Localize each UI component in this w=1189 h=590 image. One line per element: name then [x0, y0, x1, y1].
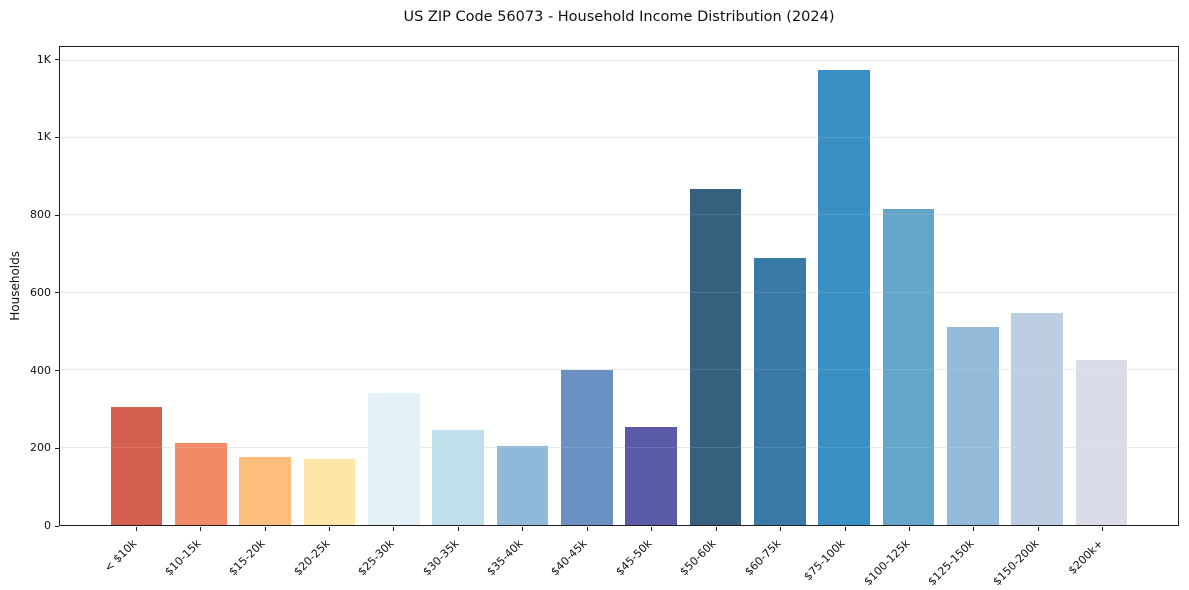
x-tick-label: $35-40k — [484, 537, 526, 579]
gridline-y-400 — [60, 369, 1178, 371]
gridline-overlay-y-600 — [60, 291, 1178, 293]
x-tick-label: < $10k — [101, 537, 139, 575]
x-tick — [393, 527, 395, 531]
gridline-overlay-y-1000 — [60, 136, 1178, 138]
x-tick — [1037, 527, 1039, 531]
x-tick — [586, 527, 588, 531]
gridline-y-800 — [60, 214, 1178, 216]
y-tick — [55, 214, 59, 216]
bar-10k — [110, 406, 163, 525]
y-tick — [55, 59, 59, 61]
bar-150-200k — [1011, 312, 1063, 525]
x-tick — [715, 527, 717, 531]
y-tick — [55, 525, 59, 527]
y-tick — [55, 447, 59, 449]
gridline-overlay-y-400 — [60, 369, 1178, 371]
bar-20-25k — [303, 458, 356, 525]
x-tick-label: $75-100k — [801, 537, 848, 584]
y-tick-label: 800 — [30, 208, 51, 222]
y-tick-label: 200 — [30, 441, 51, 455]
gridline-y-1000 — [60, 136, 1178, 138]
x-tick-label: $100-125k — [861, 537, 913, 589]
chart-title: US ZIP Code 56073 - Household Income Dis… — [403, 9, 835, 25]
bar-45-50k — [625, 426, 677, 525]
gridline-y-200 — [60, 446, 1178, 448]
x-tick-label: $50-60k — [677, 537, 719, 579]
x-tick-label: $45-50k — [613, 537, 655, 579]
bar-25-30k — [368, 392, 420, 525]
y-tick — [55, 136, 59, 138]
x-tick — [329, 527, 330, 531]
bar-100-125k — [882, 208, 935, 525]
x-tick-label: $20-25k — [290, 537, 333, 579]
bar-30-35k — [432, 429, 484, 525]
y-tick — [55, 292, 59, 294]
x-tick — [264, 527, 266, 531]
x-tick — [200, 527, 202, 531]
gridline-overlay-y-800 — [60, 214, 1178, 216]
x-tick-label: $150-200k — [989, 537, 1042, 589]
x-tick — [651, 527, 653, 531]
x-tick-label: $30-35k — [419, 537, 462, 579]
y-tick-label: 600 — [30, 285, 51, 299]
x-tick-label: $10-15k — [162, 537, 204, 579]
x-tick — [844, 527, 846, 531]
x-tick — [908, 527, 910, 531]
gridline-y-1200 — [60, 59, 1178, 61]
bar-75-100k — [818, 70, 870, 525]
x-tick-label: $200k+ — [1065, 537, 1106, 578]
bar-200k — [1075, 359, 1128, 525]
x-tick — [1102, 527, 1104, 531]
x-tick-label: $60-75k — [742, 537, 784, 579]
plot-area — [59, 46, 1179, 526]
x-tick — [973, 527, 975, 531]
y-tick-label: 400 — [30, 363, 51, 377]
bar-40-45k — [561, 370, 613, 525]
bar-125-150k — [947, 326, 999, 525]
x-tick — [780, 527, 782, 531]
gridline-y-600 — [60, 291, 1178, 293]
y-tick-label: 0 — [44, 519, 51, 532]
x-tick-label: $125-150k — [925, 537, 977, 589]
bar-10-15k — [175, 442, 227, 525]
x-tick — [457, 527, 459, 531]
x-tick-label: $40-45k — [548, 537, 590, 579]
y-tick — [55, 370, 59, 372]
bar-35-40k — [496, 445, 549, 525]
x-tick-label: $15-20k — [226, 537, 268, 579]
y-tick-label: 1K — [36, 52, 51, 66]
bar-15-20k — [239, 456, 291, 525]
gridline-overlay-y-200 — [60, 446, 1178, 448]
y-tick-label: 1K — [36, 130, 51, 144]
bar-60-75k — [754, 257, 806, 525]
x-tick-label: $25-30k — [355, 537, 397, 579]
bar-50-60k — [689, 189, 742, 525]
x-tick — [522, 527, 524, 531]
gridline-overlay-y-1200 — [60, 59, 1178, 61]
x-tick — [135, 527, 137, 531]
